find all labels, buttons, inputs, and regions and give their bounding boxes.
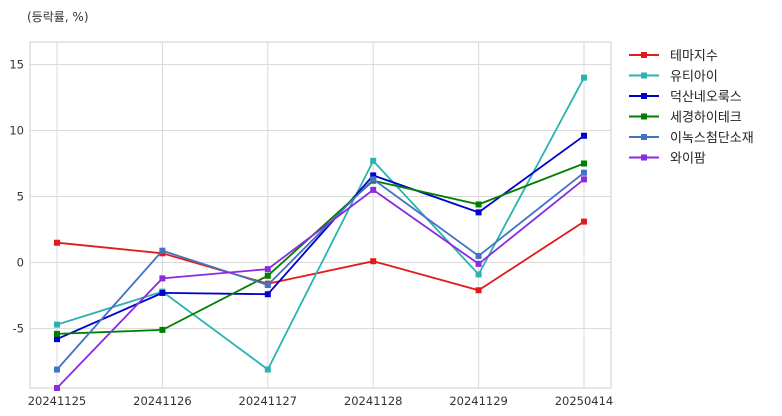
- legend-item: 테마지수: [629, 49, 718, 64]
- y-tick-label: 15: [9, 57, 24, 71]
- legend-marker: [641, 72, 647, 79]
- data-point: [370, 176, 377, 183]
- y-tick-label: 5: [17, 190, 24, 204]
- data-point: [475, 287, 482, 294]
- data-point: [264, 272, 271, 279]
- series-와이팜: [54, 176, 587, 391]
- x-axis-ticks: 20241125 20241126 20241127 20241128 20241129…: [28, 394, 614, 408]
- legend-marker: [641, 134, 647, 140]
- legend-marker: [641, 52, 647, 58]
- data-point: [264, 266, 271, 273]
- legend-item: 유티아이: [629, 70, 718, 85]
- series-lines: [54, 74, 587, 391]
- legend-item: 와이팜: [629, 152, 706, 167]
- data-point: [581, 132, 587, 139]
- data-point: [54, 385, 60, 391]
- legend-item: 세경하이테크: [629, 111, 742, 126]
- data-point: [54, 366, 60, 373]
- x-tick-label: 20241129: [449, 394, 508, 408]
- data-point: [475, 209, 482, 216]
- legend-label: 와이팜: [670, 152, 706, 167]
- series-line: [56, 162, 585, 335]
- data-point: [54, 330, 60, 337]
- x-tick-label: 20250414: [555, 394, 614, 408]
- grid-lines: [30, 42, 611, 388]
- data-point: [54, 239, 60, 246]
- data-point: [159, 326, 166, 333]
- legend-label: 유티아이: [670, 70, 718, 85]
- data-point: [264, 281, 271, 288]
- legend-label: 덕산네오룩스: [670, 90, 742, 105]
- data-point: [264, 291, 271, 298]
- series-line: [56, 171, 585, 371]
- legend-label: 이녹스첨단소재: [670, 131, 754, 146]
- y-tick-label: 10: [9, 123, 24, 137]
- legend-item: 이녹스첨단소재: [629, 131, 754, 146]
- y-tick-label: 0: [17, 256, 24, 270]
- series-line: [56, 220, 585, 292]
- data-point: [159, 275, 166, 282]
- data-point: [581, 169, 587, 176]
- y-axis-ticks: -5 0 5 10 15: [9, 57, 24, 335]
- series-덕산네오룩스: [54, 132, 587, 343]
- data-point: [475, 201, 482, 208]
- data-point: [159, 289, 166, 296]
- x-tick-label: 20241128: [344, 394, 403, 408]
- data-point: [264, 366, 271, 373]
- series-line: [56, 135, 585, 340]
- legend-marker: [641, 113, 647, 120]
- legend-label: 세경하이테크: [670, 111, 742, 126]
- legend-label: 테마지수: [670, 49, 718, 64]
- data-point: [370, 186, 377, 193]
- legend-item: 덕산네오룩스: [629, 90, 742, 105]
- data-point: [370, 172, 377, 179]
- y-axis-unit-label: (등락률, %): [27, 10, 89, 24]
- x-tick-label: 20241125: [28, 394, 87, 408]
- data-point: [581, 160, 587, 167]
- x-tick-label: 20241126: [133, 394, 192, 408]
- legend-marker: [641, 154, 647, 161]
- data-point: [159, 247, 166, 254]
- data-point: [54, 321, 60, 328]
- data-point: [370, 157, 377, 164]
- data-point: [475, 271, 482, 278]
- series-line: [56, 178, 585, 389]
- data-point: [475, 252, 482, 259]
- x-tick-label: 20241127: [239, 394, 298, 408]
- data-point: [370, 258, 377, 265]
- data-point: [581, 74, 587, 81]
- data-point: [581, 176, 587, 183]
- data-point: [54, 336, 60, 343]
- y-tick-label: -5: [13, 322, 24, 336]
- data-point: [475, 260, 482, 267]
- data-point: [581, 218, 587, 225]
- legend-marker: [641, 93, 647, 99]
- series-이녹스첨단소재: [54, 169, 587, 373]
- plot-area: [29, 41, 612, 389]
